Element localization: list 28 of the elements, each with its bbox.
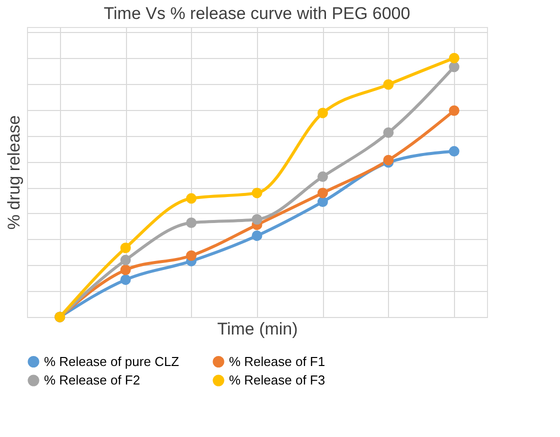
point	[120, 264, 131, 276]
point	[448, 62, 460, 72]
point	[252, 230, 262, 241]
point	[186, 218, 197, 228]
legend-label: % Release of F3	[229, 372, 326, 388]
point	[383, 154, 394, 166]
point	[317, 171, 328, 182]
chart-title: Time Vs % release curve with PEG 6000	[104, 4, 410, 23]
point	[448, 52, 460, 64]
legend-label: % Release of pure CLZ	[44, 354, 180, 369]
point	[120, 242, 131, 254]
point	[186, 250, 197, 261]
y-axis-title: % drug release	[4, 115, 24, 230]
point	[383, 79, 394, 90]
point	[252, 188, 262, 198]
point	[448, 105, 460, 116]
point	[120, 254, 131, 266]
point	[186, 193, 197, 204]
point	[252, 214, 262, 225]
x-axis-title: Time (min)	[217, 320, 298, 338]
point	[317, 108, 328, 118]
point	[317, 188, 328, 198]
point	[383, 127, 394, 138]
legend-label: % Release of F2	[44, 372, 140, 388]
point	[448, 146, 460, 157]
point	[317, 196, 328, 208]
point	[120, 274, 131, 285]
legend-label: % Release of F1	[229, 354, 326, 369]
